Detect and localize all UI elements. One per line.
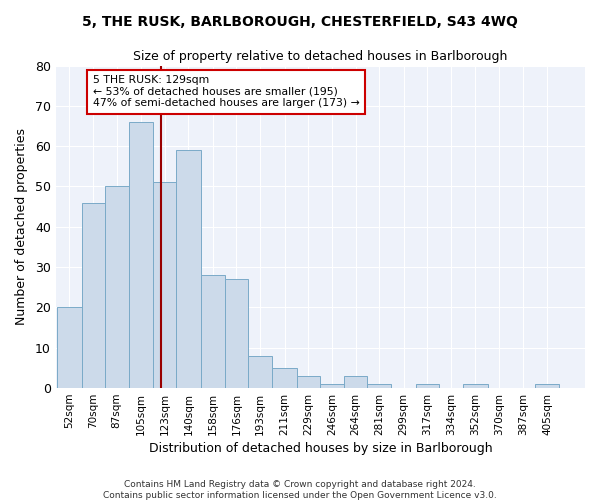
- Bar: [176, 150, 200, 388]
- Bar: [416, 384, 439, 388]
- Text: 5 THE RUSK: 129sqm
← 53% of detached houses are smaller (195)
47% of semi-detach: 5 THE RUSK: 129sqm ← 53% of detached hou…: [93, 75, 359, 108]
- Bar: [153, 182, 176, 388]
- Bar: [82, 202, 104, 388]
- Bar: [225, 279, 248, 388]
- Bar: [57, 308, 82, 388]
- Bar: [200, 275, 225, 388]
- Bar: [535, 384, 559, 388]
- Text: Contains HM Land Registry data © Crown copyright and database right 2024.
Contai: Contains HM Land Registry data © Crown c…: [103, 480, 497, 500]
- Bar: [248, 356, 272, 388]
- Bar: [104, 186, 129, 388]
- X-axis label: Distribution of detached houses by size in Barlborough: Distribution of detached houses by size …: [149, 442, 492, 455]
- Text: 5, THE RUSK, BARLBOROUGH, CHESTERFIELD, S43 4WQ: 5, THE RUSK, BARLBOROUGH, CHESTERFIELD, …: [82, 15, 518, 29]
- Bar: [344, 376, 367, 388]
- Y-axis label: Number of detached properties: Number of detached properties: [15, 128, 28, 326]
- Bar: [297, 376, 320, 388]
- Bar: [320, 384, 344, 388]
- Bar: [129, 122, 153, 388]
- Bar: [272, 368, 297, 388]
- Bar: [367, 384, 391, 388]
- Bar: [463, 384, 488, 388]
- Title: Size of property relative to detached houses in Barlborough: Size of property relative to detached ho…: [133, 50, 508, 63]
